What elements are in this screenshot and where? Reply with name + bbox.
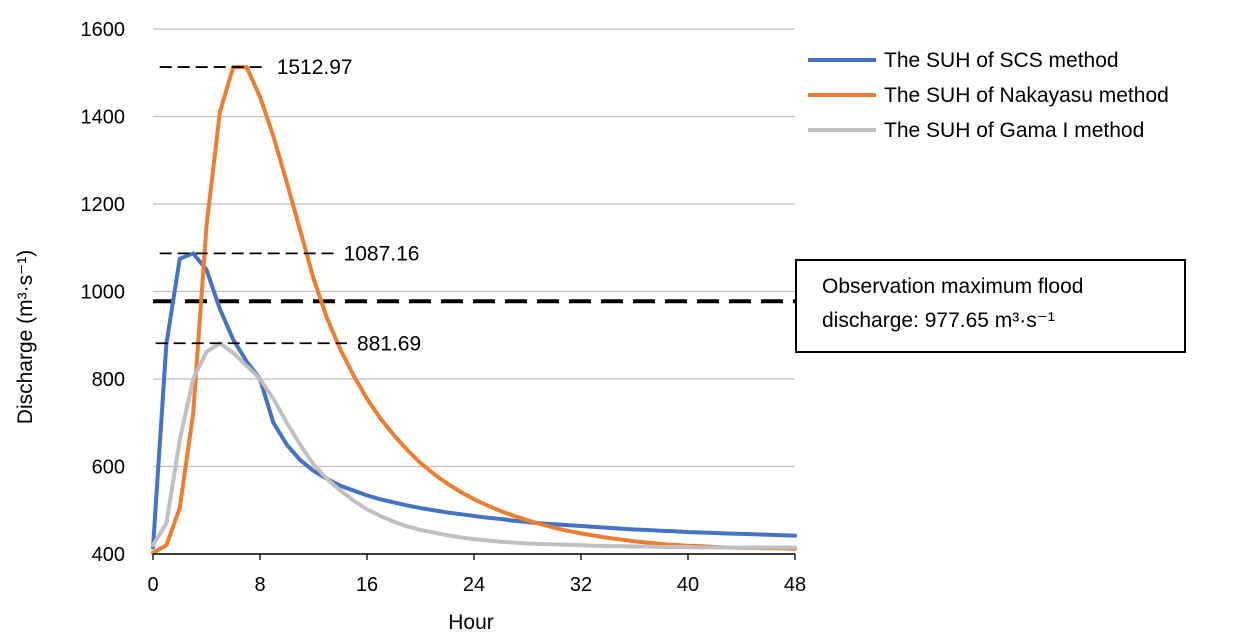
legend-label: The SUH of SCS method [884, 49, 1119, 72]
peak-label: 1512.97 [277, 56, 353, 79]
legend: The SUH of SCS method The SUH of Nakayasu… [808, 49, 1169, 142]
series-line-2 [151, 65, 797, 555]
y-axis-title: Discharge (m³·s⁻¹) [14, 250, 37, 424]
x-tick-label: 16 [356, 574, 378, 596]
x-tick-label: 40 [677, 574, 699, 596]
peak-label: 1087.16 [344, 242, 420, 265]
y-tick-label: 800 [92, 369, 125, 391]
series-line-3 [151, 341, 797, 550]
peak-markers: 1512.97 1087.16 881.69 [155, 56, 421, 355]
legend-label: The SUH of Gama I method [884, 119, 1144, 142]
annotation-line-2: discharge: 977.65 m³·s⁻¹ [822, 309, 1055, 332]
series-line-1 [151, 251, 797, 550]
y-tick-label: 600 [92, 457, 125, 479]
x-tick-label: 32 [570, 574, 592, 596]
y-tick-label: 1400 [81, 107, 126, 129]
series-lines [151, 65, 797, 555]
y-tick-label: 1200 [81, 194, 126, 216]
x-axis-ticks: 0 8 16 24 32 40 48 [147, 554, 806, 596]
legend-label: The SUH of Nakayasu method [884, 84, 1169, 107]
x-tick-label: 48 [784, 574, 806, 596]
y-axis-ticks: 400 600 800 1000 1200 1400 1600 [81, 19, 126, 566]
observation-annotation-box: Observation maximum flood discharge: 977… [795, 259, 1186, 353]
grid-lines [153, 28, 795, 468]
y-tick-label: 1600 [81, 19, 126, 41]
y-tick-label: 400 [92, 544, 125, 566]
x-tick-label: 8 [254, 574, 265, 596]
x-axis-title: Hour [448, 611, 494, 634]
x-tick-label: 24 [463, 574, 485, 596]
x-tick-label: 0 [147, 574, 158, 596]
y-tick-label: 1000 [81, 282, 126, 304]
annotation-line-1: Observation maximum flood [822, 275, 1083, 298]
peak-label: 881.69 [357, 332, 421, 355]
